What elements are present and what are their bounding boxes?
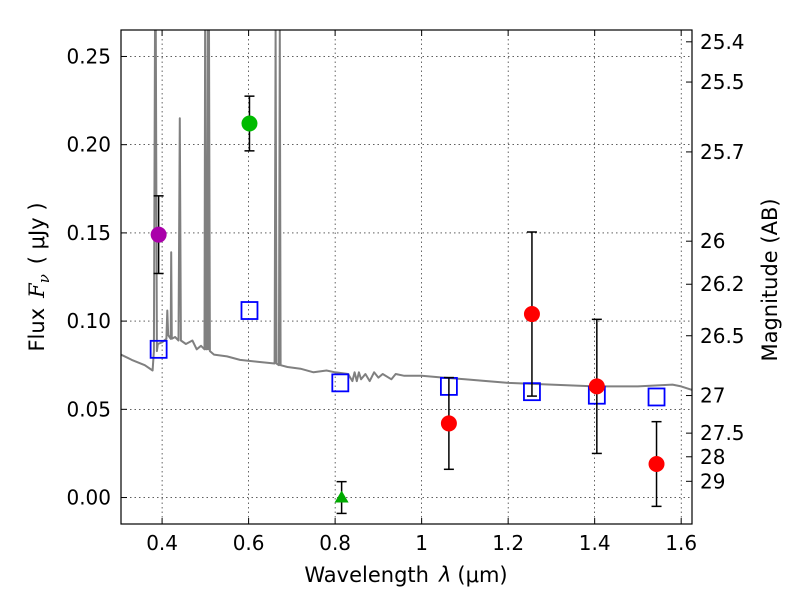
right-tick-label: 25.4 (700, 30, 745, 54)
y-tick-label: 0.25 (66, 44, 111, 68)
x-tick-label: 1.6 (665, 531, 697, 555)
right-tick-label: 29 (700, 469, 725, 493)
right-tick-label: 27 (700, 384, 725, 408)
observed-point (241, 115, 258, 132)
model-photometry-square (647, 387, 666, 407)
y-tick-label: 0.00 (66, 486, 111, 510)
observed-point (648, 456, 665, 473)
x-tick-label: 0.4 (146, 531, 178, 555)
right-tick-label: 26 (700, 229, 725, 253)
right-tick-label: 27.5 (700, 421, 745, 445)
observed-point (440, 415, 457, 432)
right-tick-label: 26.2 (700, 272, 745, 296)
upper-limit-triangle (334, 490, 349, 503)
plot-frame (120, 29, 693, 525)
x-axis: 0.4 0.6 0.8 1 1.2 1.4 1.6 (146, 30, 697, 555)
y-tick-label: 0.20 (66, 133, 111, 157)
right-tick-label: 25.5 (700, 70, 745, 94)
y-axis-label: FluxFν( μJy ) (25, 202, 53, 351)
observed-point (523, 306, 540, 323)
y-tick-label: 0.10 (66, 309, 111, 333)
model-spectrum-line (121, 30, 692, 391)
model-photometry-square (240, 301, 259, 320)
y-axis-left: 0.00 0.05 0.10 0.15 0.20 0.25 (66, 44, 127, 510)
y-axis-right-label: Magnitude (AB) (758, 198, 782, 361)
y-tick-label: 0.05 (66, 397, 111, 421)
right-tick-label: 26.5 (700, 324, 745, 348)
observed-point (150, 226, 167, 243)
grid (121, 30, 692, 524)
x-tick-label: 1.2 (492, 531, 524, 555)
x-tick-label: 1.4 (579, 531, 611, 555)
y-tick-label: 0.15 (66, 221, 111, 245)
x-axis-label: Wavelength λ (μm) (304, 563, 507, 587)
x-tick-label: 0.6 (233, 531, 265, 555)
plot-area (121, 30, 692, 515)
x-tick-label: 1 (415, 531, 428, 555)
right-tick-label: 28 (700, 445, 725, 469)
model-photometry-square (149, 339, 168, 359)
model-photometry-square (331, 373, 350, 393)
x-tick-label: 0.8 (319, 531, 351, 555)
observed-point (588, 378, 605, 395)
right-tick-label: 25.7 (700, 140, 745, 164)
